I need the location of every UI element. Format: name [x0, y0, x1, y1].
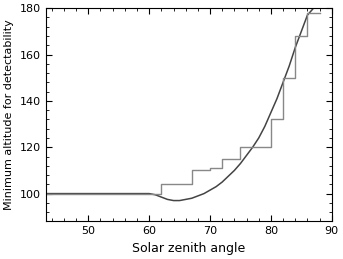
Y-axis label: Minimum altitude for detectability: Minimum altitude for detectability: [4, 19, 14, 210]
X-axis label: Solar zenith angle: Solar zenith angle: [132, 242, 245, 255]
